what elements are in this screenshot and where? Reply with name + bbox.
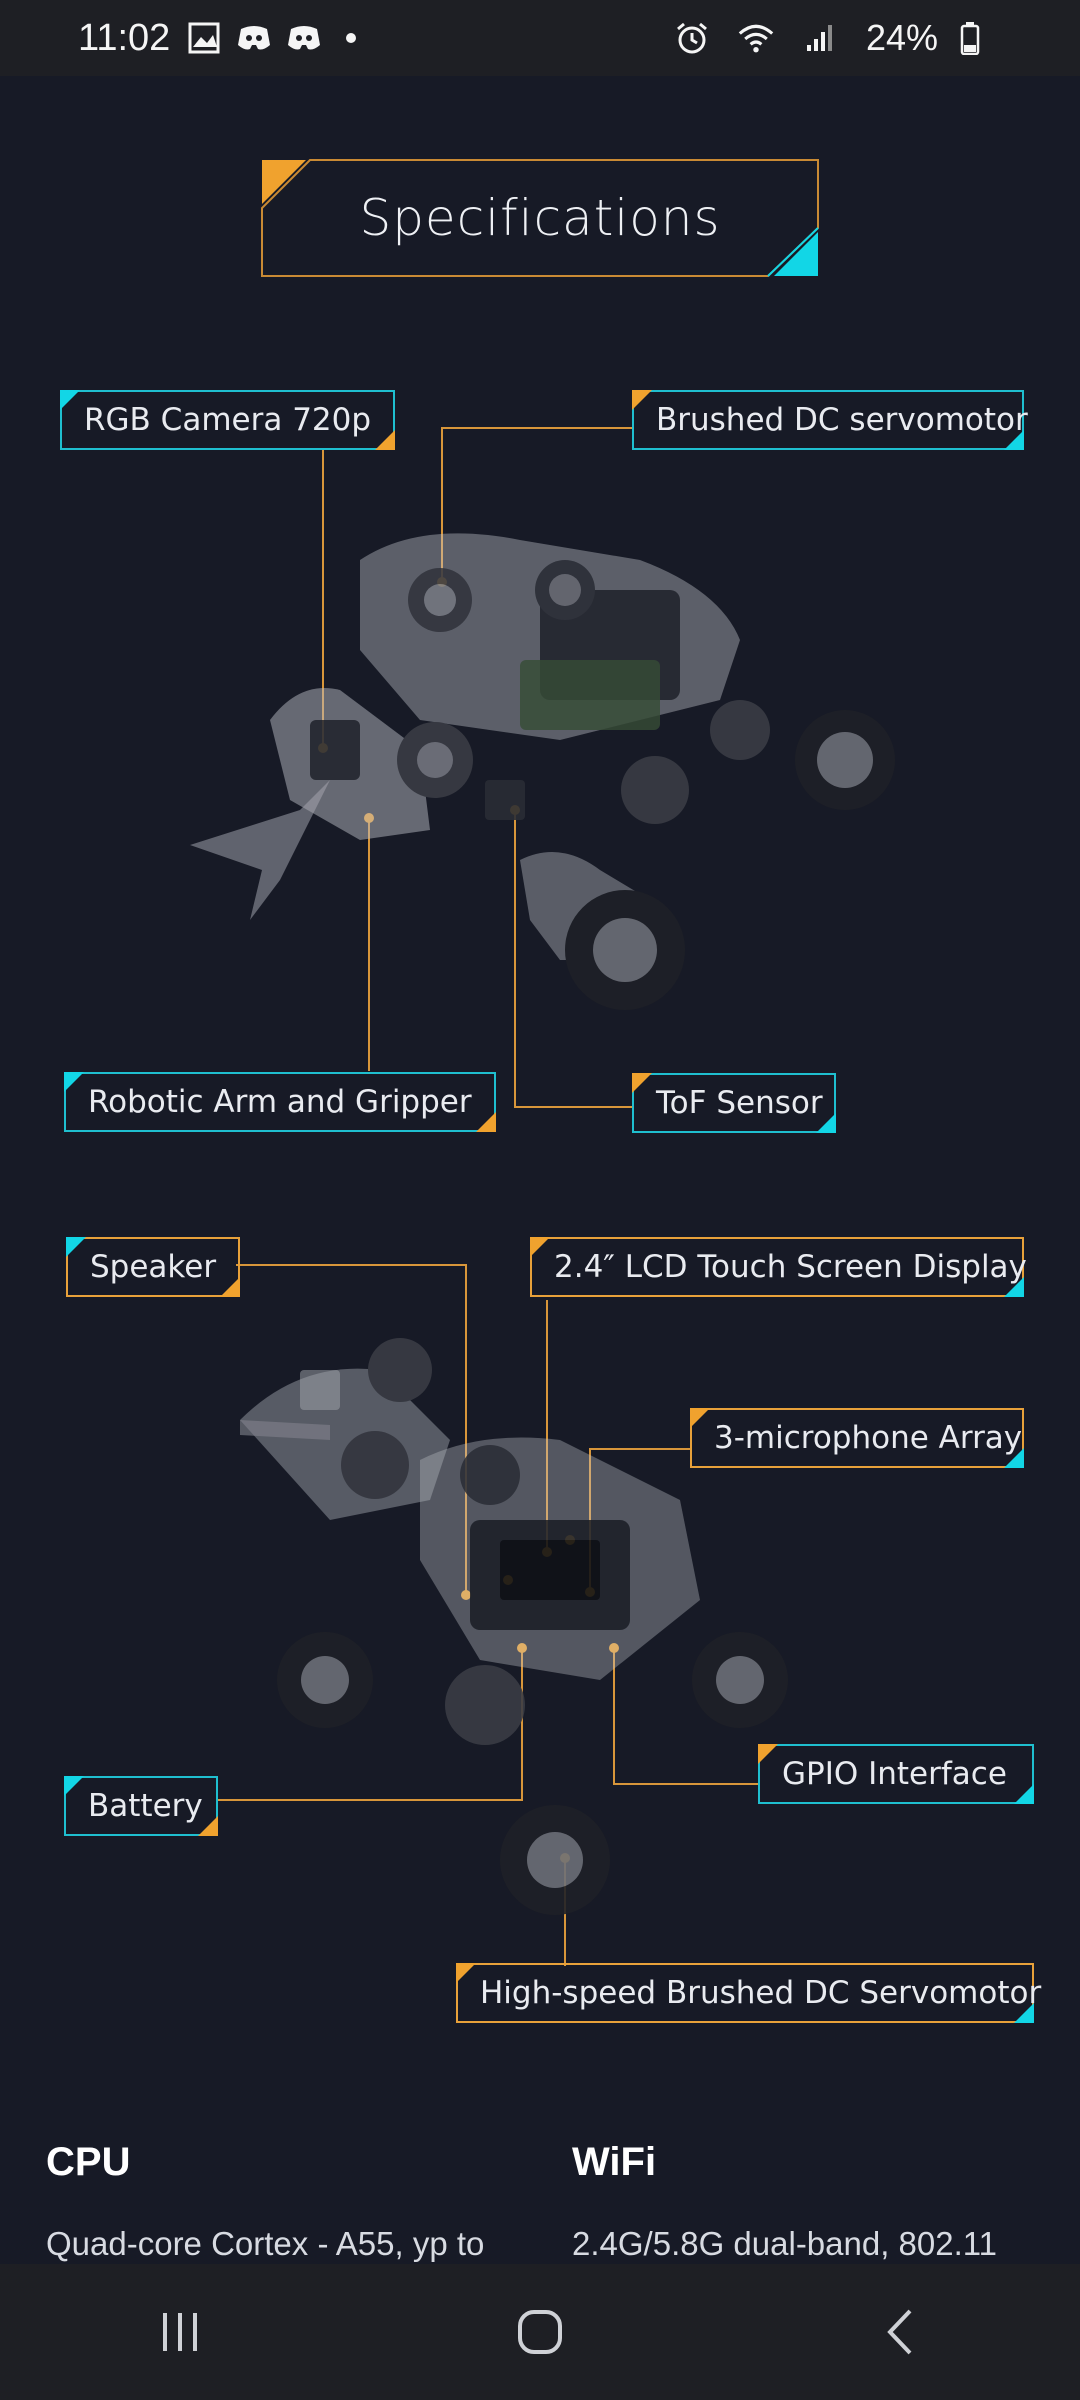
callout-robotic-arm: Robotic Arm and Gripper bbox=[64, 1072, 496, 1132]
alarm-icon bbox=[674, 20, 710, 56]
spec-cpu-title: CPU bbox=[46, 2140, 131, 2184]
callout-microphone-array: 3-microphone Array bbox=[690, 1408, 1024, 1468]
spec-wifi-title: WiFi bbox=[572, 2140, 657, 2184]
spec-cpu: CPU Quad-core Cortex - A55, yp to bbox=[46, 2140, 484, 2263]
callout-brushed-servomotor: Brushed DC servomotor bbox=[632, 390, 1028, 450]
back-icon[interactable] bbox=[840, 2292, 960, 2372]
callout-tof-sensor: ToF Sensor bbox=[632, 1073, 836, 1133]
callout-battery: Battery bbox=[64, 1776, 218, 1836]
notification-dot bbox=[346, 33, 357, 43]
gallery-icon bbox=[186, 20, 222, 56]
callout-lcd-display: 2.4″ LCD Touch Screen Display bbox=[530, 1237, 1027, 1297]
callout-speaker: Speaker bbox=[66, 1237, 241, 1297]
signal-icon bbox=[802, 20, 838, 56]
battery-icon bbox=[952, 20, 988, 56]
callout-rgb-camera: RGB Camera 720p bbox=[60, 390, 396, 450]
recent-apps-icon[interactable] bbox=[120, 2292, 240, 2372]
status-time: 11:02 bbox=[78, 16, 171, 59]
specifications-title-frame: Specifications bbox=[260, 158, 820, 278]
callout-high-speed-servomotor: High-speed Brushed DC Servomotor bbox=[456, 1963, 1041, 2023]
discord-icon bbox=[286, 20, 322, 56]
spec-cpu-value: Quad-core Cortex - A55, yp to bbox=[46, 2225, 485, 2262]
status-bar: 11:02 24% bbox=[0, 0, 1080, 76]
battery-percentage: 24% bbox=[865, 17, 938, 58]
spec-wifi: WiFi 2.4G/5.8G dual-band, 802.11 bbox=[572, 2140, 997, 2263]
status-right: 24% bbox=[674, 17, 1002, 59]
wifi-icon bbox=[738, 20, 774, 56]
discord-icon bbox=[236, 20, 272, 56]
page-title: Specifications bbox=[359, 189, 721, 247]
home-icon[interactable] bbox=[480, 2292, 600, 2372]
navigation-bar bbox=[0, 2264, 1080, 2400]
callout-gpio-interface: GPIO Interface bbox=[758, 1744, 1034, 1804]
spec-wifi-value: 2.4G/5.8G dual-band, 802.11 bbox=[572, 2225, 998, 2262]
